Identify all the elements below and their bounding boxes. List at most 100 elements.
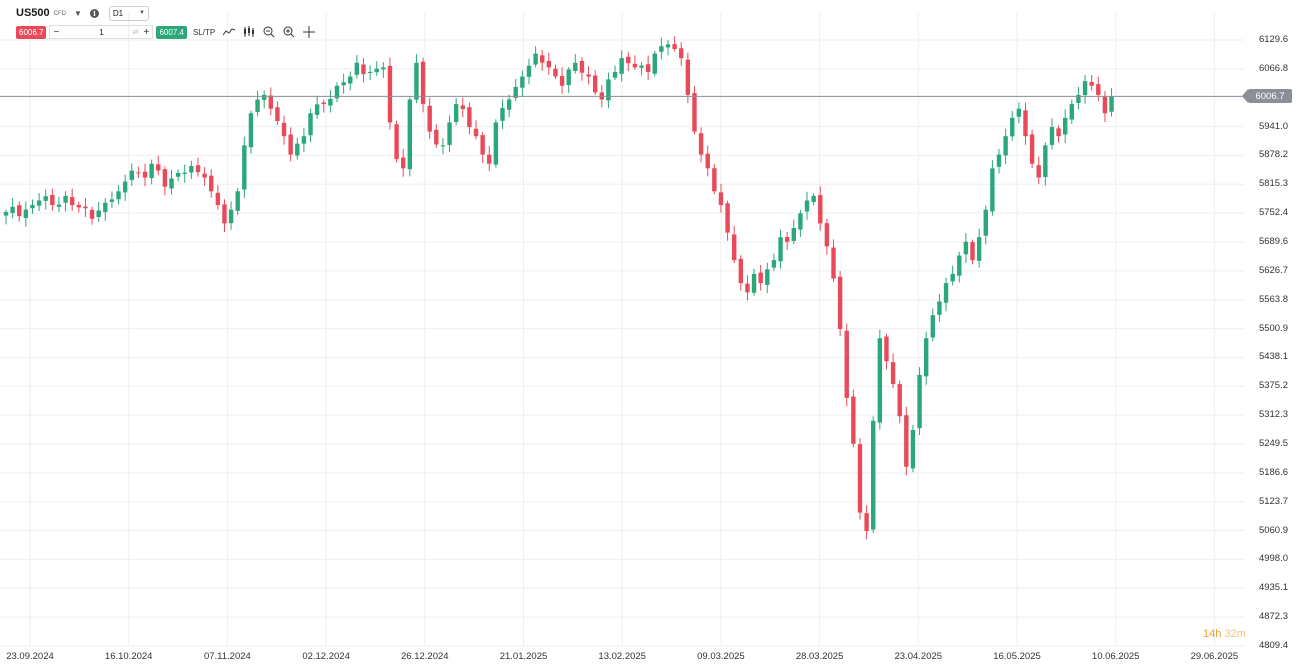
trade-bar: 6006.7 − 1 ⇄ + 6007.4 SL/TP <box>10 24 315 40</box>
candle <box>619 50 624 82</box>
candle-body <box>401 157 406 169</box>
swap-icon[interactable]: ⇄ <box>132 28 139 36</box>
timer-hours: 14h <box>1203 628 1222 640</box>
candle <box>427 97 432 139</box>
candle <box>692 85 697 135</box>
candle <box>1063 109 1068 144</box>
candle-body <box>871 420 876 530</box>
candle-body <box>209 175 214 192</box>
candle <box>36 193 42 211</box>
candle <box>3 209 9 225</box>
candle <box>43 189 48 210</box>
timeframe-select[interactable]: D1 ▼ <box>108 5 149 21</box>
candle <box>533 46 538 68</box>
candle-body <box>50 194 55 206</box>
candle <box>248 110 254 154</box>
candle <box>506 94 512 118</box>
candle <box>156 155 161 176</box>
candle <box>970 239 975 265</box>
candle-body <box>632 63 638 68</box>
candle <box>626 51 631 72</box>
candle-body <box>301 136 307 144</box>
candle-body <box>182 172 187 175</box>
candle-body <box>162 169 168 187</box>
candle-body <box>546 60 552 68</box>
symbol-dropdown-icon[interactable]: ▼ <box>73 8 82 18</box>
candle <box>341 73 346 94</box>
candle <box>83 197 88 218</box>
info-icon[interactable]: i <box>89 8 99 18</box>
candle-body <box>950 273 955 282</box>
price-tick-label: 4809.4 <box>1258 640 1288 651</box>
candle-body <box>453 104 459 122</box>
candle <box>175 169 181 182</box>
candle-body <box>738 258 744 284</box>
price-tick-label: 6066.8 <box>1258 62 1288 74</box>
candle <box>440 138 446 155</box>
candle-body <box>1010 117 1015 137</box>
candle <box>235 187 240 216</box>
candle <box>354 55 360 79</box>
date-tick-label: 16.10.2024 <box>104 651 153 662</box>
candle-body <box>626 56 631 64</box>
candle-body <box>526 65 532 77</box>
candles-icon[interactable] <box>242 26 255 39</box>
candle-body <box>606 79 611 101</box>
candle-body <box>23 209 29 218</box>
candle <box>897 380 902 424</box>
quantity-value: 1 <box>99 27 104 37</box>
candle-body <box>43 196 48 201</box>
candle-body <box>1043 145 1048 177</box>
candle-body <box>904 415 909 467</box>
candle <box>904 406 909 476</box>
candle <box>632 55 638 70</box>
candle-body <box>3 211 9 216</box>
increase-quantity-button[interactable]: + <box>143 26 150 38</box>
candle-body <box>1036 165 1041 178</box>
candle <box>367 65 373 80</box>
candle <box>96 201 101 223</box>
symbol-name[interactable]: US500 <box>16 7 50 19</box>
price-tick-label: 5312.3 <box>1258 409 1288 421</box>
candle <box>202 167 207 187</box>
candle-body <box>367 71 373 73</box>
candle <box>314 95 320 119</box>
candle <box>169 169 174 195</box>
candle-body <box>917 374 922 429</box>
crosshair-icon[interactable] <box>302 26 315 39</box>
candle-body <box>427 105 432 132</box>
candle-body <box>473 128 479 137</box>
candle-body <box>990 168 995 212</box>
quantity-input[interactable]: 1 ⇄ <box>62 28 140 37</box>
candle <box>784 231 790 251</box>
candle-body <box>295 143 300 156</box>
candle-body <box>698 133 704 155</box>
buy-button[interactable]: 6007.4 <box>156 25 187 39</box>
line-chart-icon[interactable] <box>222 26 235 39</box>
candle-body <box>235 191 240 211</box>
candle <box>447 115 452 153</box>
candle <box>679 42 684 66</box>
decrease-quantity-button[interactable]: − <box>53 26 60 38</box>
candle-body <box>725 203 730 233</box>
candle-body <box>804 200 810 212</box>
candle-body <box>440 145 446 147</box>
zoom-in-icon[interactable] <box>282 26 295 39</box>
candle-body <box>765 269 770 285</box>
sltp-button[interactable]: SL/TP <box>192 27 216 37</box>
candle-body <box>169 178 174 189</box>
candle-body <box>705 153 710 169</box>
candle <box>407 97 413 177</box>
candle <box>1109 88 1114 117</box>
candle-body <box>890 362 896 385</box>
sell-button[interactable]: 6006.7 <box>16 25 47 39</box>
candle <box>1010 110 1015 141</box>
candle <box>923 331 929 385</box>
candle-body <box>202 173 207 178</box>
candle-body <box>837 276 843 329</box>
candle-body <box>480 135 485 155</box>
zoom-out-icon[interactable] <box>262 26 275 39</box>
candle-body <box>381 67 386 70</box>
quantity-stepper[interactable]: − 1 ⇄ + <box>49 25 154 39</box>
